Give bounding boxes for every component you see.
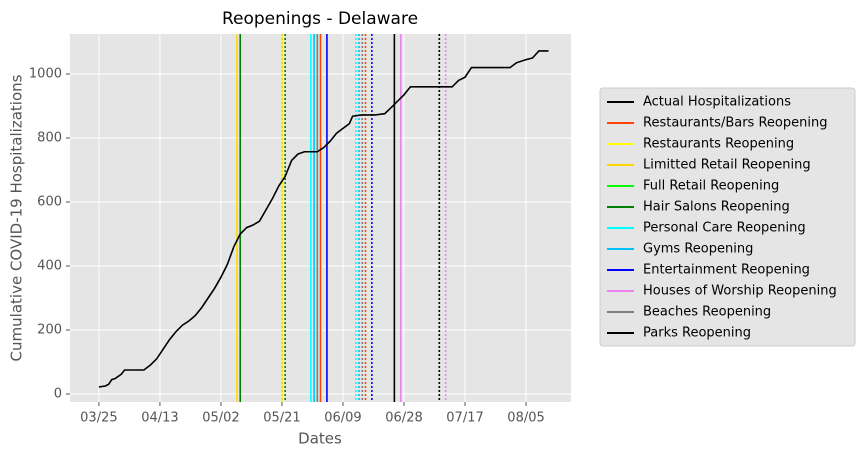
legend-label: Full Retail Reopening bbox=[643, 179, 779, 194]
legend-label: Limitted Retail Reopening bbox=[643, 158, 811, 173]
y-tick-label: 600 bbox=[37, 195, 62, 210]
x-tick-label: 05/21 bbox=[263, 411, 300, 426]
legend-label: Restaurants Reopening bbox=[643, 137, 794, 152]
legend bbox=[599, 87, 856, 347]
y-tick-label: 800 bbox=[37, 131, 62, 146]
legend-label: Gyms Reopening bbox=[643, 242, 753, 257]
legend-label: Restaurants/Bars Reopening bbox=[643, 116, 827, 131]
legend-label: Hair Salons Reopening bbox=[643, 200, 790, 215]
legend-label: Parks Reopening bbox=[643, 326, 751, 341]
legend-label: Beaches Reopening bbox=[643, 305, 771, 320]
y-axis-label: Cumulative COVID-19 Hospitalizations bbox=[8, 74, 26, 361]
x-tick-label: 04/13 bbox=[141, 411, 178, 426]
x-axis-label: Dates bbox=[298, 430, 342, 448]
x-tick-label: 05/02 bbox=[202, 411, 239, 426]
legend-label: Personal Care Reopening bbox=[643, 221, 806, 236]
legend-label: Houses of Worship Reopening bbox=[643, 284, 837, 299]
legend-label: Actual Hospitalizations bbox=[643, 95, 791, 110]
legend-label: Entertainment Reopening bbox=[643, 263, 810, 278]
y-tick-label: 1000 bbox=[29, 67, 62, 82]
y-tick-label: 200 bbox=[37, 323, 62, 338]
x-tick-label: 06/09 bbox=[324, 411, 361, 426]
y-tick-label: 400 bbox=[37, 259, 62, 274]
x-tick-label: 03/25 bbox=[80, 411, 117, 426]
y-tick-label: 0 bbox=[54, 387, 62, 402]
data-line bbox=[98, 50, 549, 388]
x-tick-label: 06/28 bbox=[385, 411, 422, 426]
x-tick-label: 07/17 bbox=[446, 411, 483, 426]
chart-title: Reopenings - Delaware bbox=[222, 9, 418, 29]
x-tick-label: 08/05 bbox=[507, 411, 544, 426]
